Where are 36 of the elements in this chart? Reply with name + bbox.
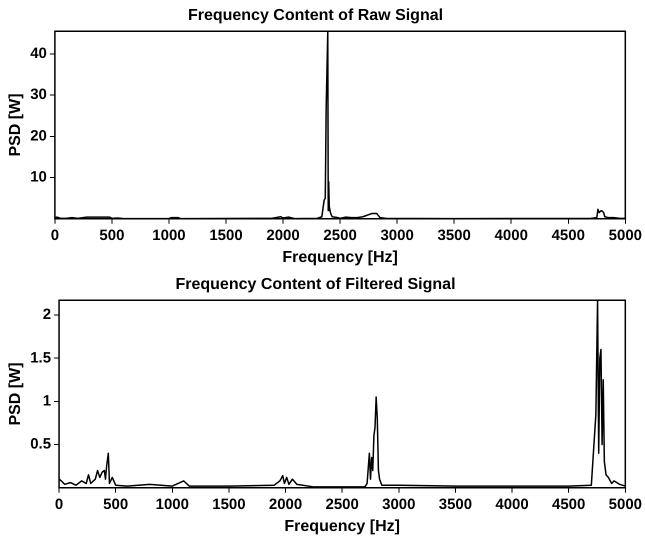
chart-title: Frequency Content of Raw Signal (188, 7, 444, 24)
y-axis-title: PSD [W] (7, 93, 24, 157)
y-tick-label: 20 (30, 127, 47, 144)
y-tick-label: 40 (30, 45, 47, 62)
y-tick-label: 2 (42, 306, 52, 324)
x-axis-title: Frequency [Hz] (282, 248, 398, 266)
x-tick-label: 1500 (212, 496, 246, 513)
x-tick-label: 5000 (608, 226, 642, 244)
x-tick-label: 2500 (323, 226, 357, 244)
y-axis-title: PSD [W] (7, 362, 24, 426)
x-tick-label: 4000 (495, 496, 529, 513)
x-tick-label: 500 (103, 496, 128, 513)
y-tick-label: 0.5 (30, 436, 52, 453)
y-tick-label: 10 (30, 168, 47, 186)
x-tick-label: 2000 (268, 496, 302, 513)
x-tick-label: 0 (50, 226, 60, 244)
x-tick-label: 4500 (552, 226, 585, 244)
x-tick-label: 1000 (156, 496, 189, 513)
y-tick-label: 1.5 (30, 349, 52, 366)
x-tick-label: 3500 (438, 496, 472, 513)
y-tick-label: 1 (42, 392, 52, 410)
x-tick-label: 0 (54, 496, 64, 513)
x-tick-label: 500 (99, 226, 124, 244)
x-axis-title: Frequency [Hz] (284, 518, 400, 535)
x-tick-label: 2500 (325, 496, 359, 513)
x-tick-label: 3000 (382, 496, 416, 513)
x-tick-label: 5000 (608, 496, 642, 513)
x-tick-label: 4000 (494, 226, 528, 244)
chart-title: Frequency Content of Filtered Signal (175, 276, 456, 294)
x-tick-label: 1000 (152, 226, 186, 244)
x-tick-label: 4500 (552, 496, 586, 513)
x-tick-label: 1500 (209, 226, 243, 244)
x-tick-label: 2000 (266, 226, 300, 244)
x-tick-label: 3000 (380, 226, 414, 244)
x-tick-label: 3500 (438, 226, 471, 244)
y-tick-label: 30 (30, 86, 47, 104)
